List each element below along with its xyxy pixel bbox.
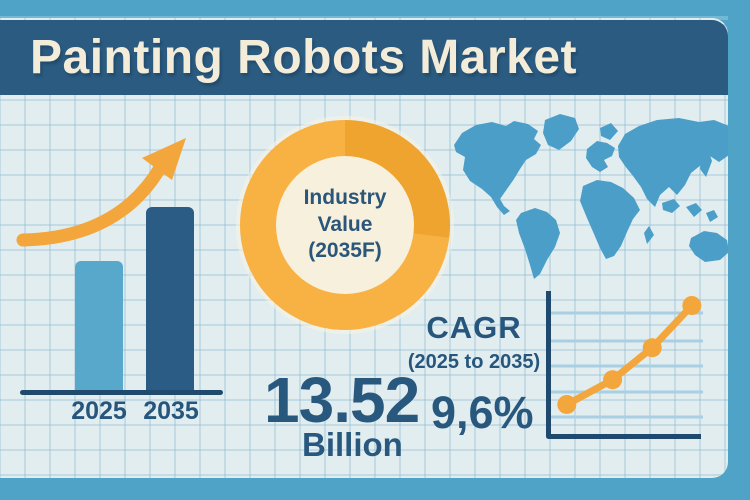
trend-line-chart (546, 291, 703, 439)
cagr-value: 9,6% (431, 387, 534, 438)
page-title: Painting Robots Market (30, 31, 578, 84)
world-map-icon (448, 107, 728, 287)
bar-label-2025: 2025 (71, 397, 127, 425)
bar-2035 (146, 207, 194, 390)
industry-value-number: 13.52 (264, 364, 420, 436)
trend-data-points (557, 296, 702, 414)
trend-axes (546, 291, 701, 439)
bar-2025 (75, 261, 123, 390)
cagr-range: (2025 to 2035) (407, 351, 541, 373)
header-banner: Painting Robots Market (0, 20, 728, 95)
bar-chart-axis (20, 390, 223, 395)
donut-label-line3: (2035F) (308, 239, 382, 263)
donut-label-line2: Value (317, 212, 373, 236)
donut-center-label: Industry Value (2035F) (276, 156, 414, 294)
industry-value-unit: Billion (302, 426, 403, 463)
bar-label-2035: 2035 (143, 397, 199, 425)
trend-data-line (563, 302, 696, 408)
growth-arrow-icon (16, 138, 186, 247)
cagr-label: CAGR (426, 310, 522, 345)
donut-label-line1: Industry (303, 185, 387, 209)
